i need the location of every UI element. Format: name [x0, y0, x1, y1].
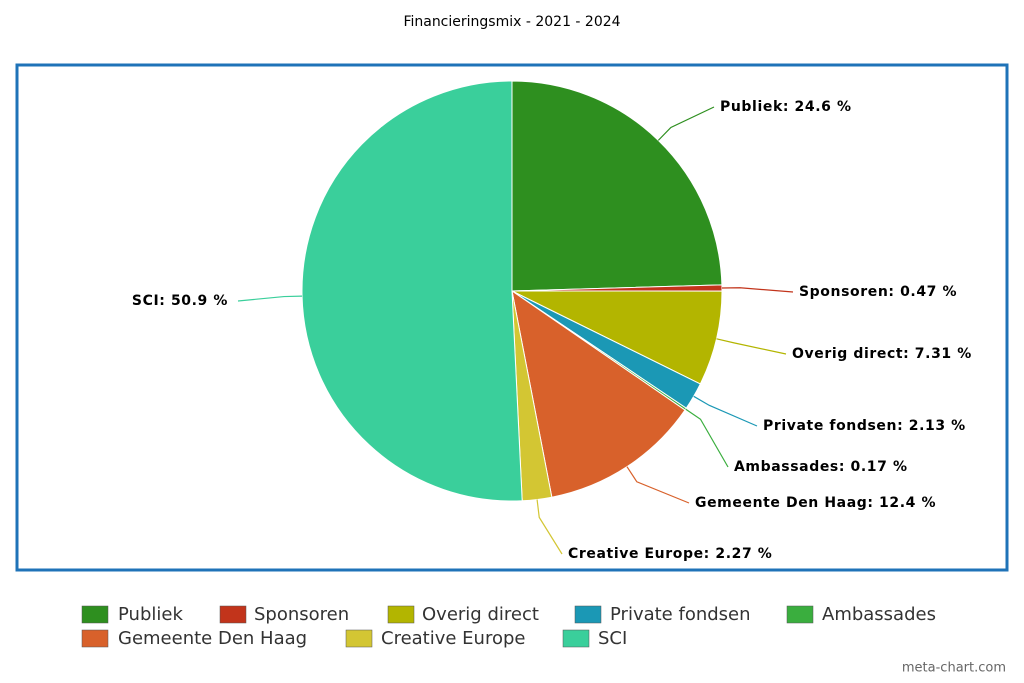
- leader-line: [685, 408, 729, 468]
- legend-swatch: [81, 629, 109, 648]
- legend-label: Gemeente Den Haag: [118, 628, 307, 649]
- leader-line: [716, 338, 787, 355]
- legend-label: Overig direct: [422, 604, 539, 625]
- data-label: Sponsoren: 0.47 %: [799, 284, 957, 300]
- data-label: Publiek: 24.6 %: [720, 99, 852, 115]
- legend-label: SCI: [598, 628, 627, 649]
- plot-frame: [15, 63, 1009, 572]
- pie-slice: [511, 80, 723, 292]
- legend-swatch: [574, 605, 602, 624]
- credit: meta-chart.com: [902, 661, 1006, 676]
- leader-line: [626, 466, 690, 504]
- leader-line: [536, 499, 563, 555]
- leader-line: [693, 395, 758, 427]
- legend-label: Publiek: [118, 604, 183, 625]
- legend-label: Sponsoren: [254, 604, 349, 625]
- data-label: Private fondsen: 2.13 %: [763, 418, 966, 434]
- legend-swatch: [387, 605, 415, 624]
- data-label: Gemeente Den Haag: 12.4 %: [695, 495, 936, 511]
- data-label: Ambassades: 0.17 %: [734, 459, 908, 475]
- data-label: SCI: 50.9 %: [132, 293, 228, 309]
- leader-line: [657, 106, 715, 141]
- pie-slice: [511, 289, 686, 498]
- legend-label: Creative Europe: [381, 628, 525, 649]
- data-label: Overig direct: 7.31 %: [792, 346, 972, 362]
- legend-swatch: [219, 605, 247, 624]
- chart-title: Financieringsmix - 2021 - 2024: [403, 14, 620, 30]
- legend-swatch: [562, 629, 590, 648]
- legend-label: Ambassades: [822, 604, 936, 625]
- leader-line: [721, 287, 794, 293]
- pie-slice: [301, 80, 523, 502]
- legend-swatch: [786, 605, 814, 624]
- data-label: Creative Europe: 2.27 %: [568, 546, 772, 562]
- legend-swatch: [345, 629, 373, 648]
- legend-swatch: [81, 605, 109, 624]
- legend-label: Private fondsen: [610, 604, 751, 625]
- leader-line: [237, 295, 303, 302]
